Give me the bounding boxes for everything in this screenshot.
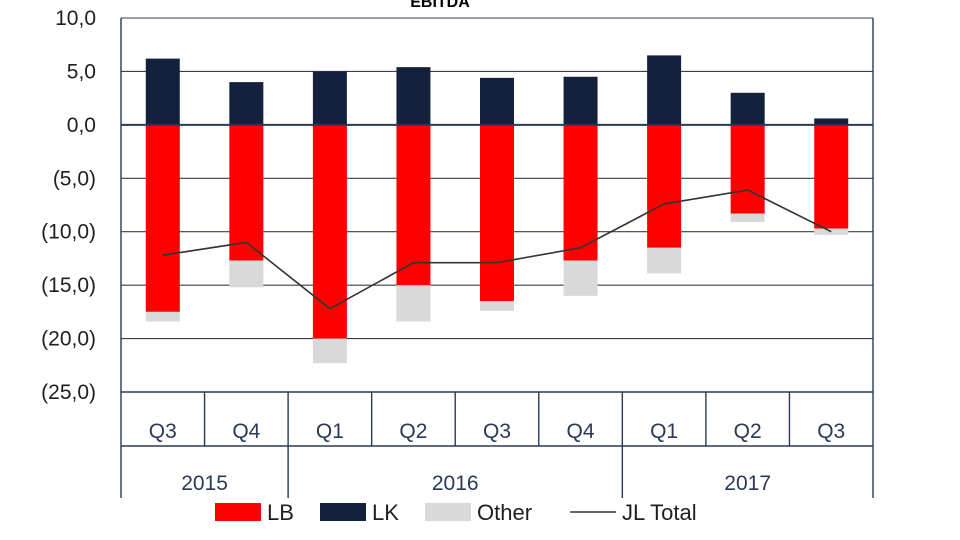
legend-swatch-lk [320, 503, 366, 521]
x-tick-label: Q2 [399, 420, 427, 443]
bar-lb [563, 124, 598, 261]
bar-lb [647, 124, 682, 248]
bar-lb [312, 124, 347, 339]
bar-lb [480, 124, 514, 302]
bar-other [480, 301, 514, 311]
bar-lk [647, 55, 682, 125]
x-tick-label: Q4 [567, 420, 595, 443]
bar-lb [730, 124, 765, 214]
legend-swatch-other [425, 503, 471, 521]
bar-other [229, 260, 264, 288]
bar-lk [730, 92, 765, 125]
legend-label: Other [477, 500, 532, 525]
legend-label: LB [267, 500, 294, 525]
legend-swatch-lb [215, 503, 261, 521]
year-group-label: 2017 [724, 472, 771, 495]
bar-other [730, 213, 765, 223]
bar-other [563, 260, 598, 296]
y-tick-label: 10,0 [55, 7, 96, 30]
x-tick-label: Q3 [483, 420, 511, 443]
bar-other [396, 285, 431, 322]
y-tick-label: (10,0) [41, 221, 96, 244]
year-group-label: 2016 [432, 472, 479, 495]
bar-lb [145, 124, 180, 312]
bar-lk [312, 71, 347, 125]
bar-lb [396, 124, 431, 286]
chart-title: EBITDA [410, 0, 470, 11]
axes [120, 18, 874, 498]
bar-lk [480, 77, 514, 125]
year-group-label: 2015 [181, 472, 228, 495]
x-tick-label: Q1 [316, 420, 344, 443]
y-tick-label: 5,0 [67, 60, 96, 83]
bar-lb [814, 124, 849, 229]
jl-total-line-layer [162, 189, 832, 310]
x-tick-label: Q4 [232, 420, 260, 443]
bar-other [145, 311, 180, 322]
x-tick-label: Q2 [734, 420, 762, 443]
y-axis-tick-labels: 10,0 5,0 0,0 (5,0) (10,0) (15,0) (20,0) (25,0) [41, 7, 96, 404]
bar-lk [563, 76, 598, 125]
jl-total-line [162, 189, 832, 310]
legend-label: LK [372, 500, 399, 525]
bar-lb [229, 124, 264, 261]
bar-lk [145, 58, 180, 125]
bar-lk [396, 67, 431, 125]
x-tick-label: Q1 [650, 420, 678, 443]
y-tick-label: (20,0) [41, 328, 96, 351]
x-axis-category-labels: Q3 Q4 Q1 Q2 Q3 Q4 Q1 Q2 Q3 2015 2016 2017 [149, 420, 845, 495]
bar-other [814, 228, 849, 235]
y-tick-label: (25,0) [41, 381, 96, 404]
x-tick-label: Q3 [817, 420, 845, 443]
y-tick-label: 0,0 [67, 114, 96, 137]
y-tick-label: (5,0) [53, 167, 96, 190]
bar-other [312, 338, 347, 364]
bar-other [647, 247, 682, 274]
x-tick-label: Q3 [149, 420, 177, 443]
legend: LB LK Other JL Total [215, 500, 697, 525]
bar-series [145, 55, 849, 364]
bar-lk [229, 82, 264, 125]
legend-label: JL Total [622, 500, 697, 525]
bar-lk [814, 118, 849, 125]
y-tick-label: (15,0) [41, 274, 96, 297]
